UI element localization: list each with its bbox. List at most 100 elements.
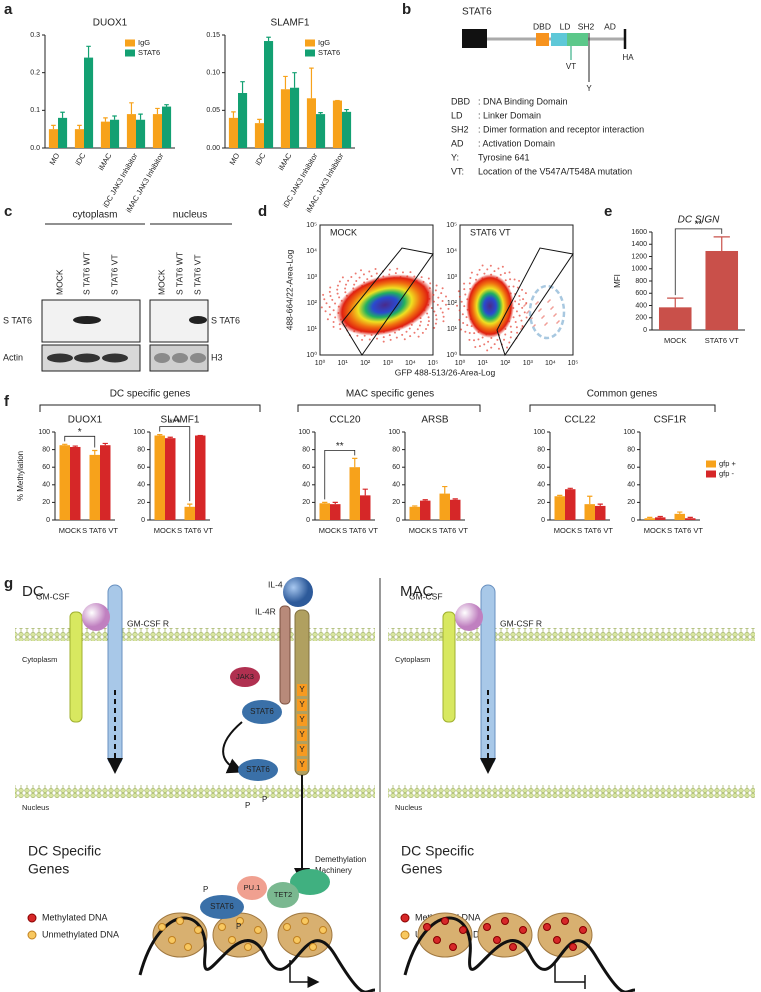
bar [136,119,146,148]
significance-bracket [64,435,96,448]
error-bar [129,102,134,115]
legend-unmethylated [400,930,410,940]
flow-event [525,303,527,305]
bar [280,89,290,148]
flow-event [408,327,411,330]
flow-event [336,288,339,291]
flow-event [344,287,347,290]
flow-event [551,307,553,309]
tyrosine-box [297,684,307,696]
panel-title: MAC [400,583,434,600]
error-bar [309,67,314,99]
error-bar [62,443,68,446]
error-bar [112,115,117,120]
blot-group: cytoplasm [72,210,117,221]
y-tick-label: 0.00 [206,145,220,152]
chart-title: DUOX1 [93,18,128,29]
flow-event [328,290,331,293]
legend-label: IgG [318,38,330,47]
flow-event [463,288,466,291]
flow-event [334,316,337,319]
bar [409,506,420,520]
y-axis-label: % Methylation [16,451,25,501]
y-tick-label: 0.05 [206,107,220,114]
group-bracket [297,404,481,412]
y-tick-label: 0.1 [30,107,40,114]
x-tick-label: 10⁰ [315,359,326,367]
jak3 [230,667,260,687]
flow-event [550,308,552,310]
error-bar [597,503,603,506]
y-tick-label: 100 [133,429,145,436]
flow-event [518,279,521,282]
error-bar [164,104,169,107]
bar [595,505,606,520]
methylated-cpg [501,917,509,925]
bar [154,435,165,520]
flow-event [460,300,463,303]
flow-event [536,302,538,304]
x-tick-label: 10¹ [338,360,349,367]
flow-event [341,276,344,279]
y-tick-label: 20 [627,499,635,506]
x-tick-label: S TAT6 VT [667,526,703,535]
genes-title: DC Specific [28,843,101,859]
error-bar [452,498,458,500]
unmethylated-cpg [176,917,184,925]
flow-event [409,271,412,274]
flow-event [521,288,524,291]
error-bar [231,111,236,118]
flow-event [504,333,507,336]
chart-title: SLAMF1 [161,415,200,426]
tyrosine-box [297,744,307,756]
chart-title: DUOX1 [68,415,103,426]
bar [644,518,655,520]
error-bar [266,36,271,42]
flow-event [493,343,496,346]
flow-event [509,278,512,281]
x-tick-label: S TAT6 VT [177,526,213,535]
flow-event [375,272,378,275]
y-tick-label: 10⁵ [306,222,317,229]
flow-event [358,276,361,279]
error-bar [187,503,193,507]
chart-title: ARSB [421,415,449,426]
x-tick-label: MOCK [409,526,432,535]
bar [342,111,352,148]
error-bar [667,297,684,308]
y-tick-label: 0.3 [30,32,40,39]
flow-event [413,331,416,334]
error-bar [587,495,593,505]
x-tick-label: iDC [253,151,267,167]
error-bar [283,75,288,90]
flow-event [501,265,504,268]
gm-csf [455,603,483,631]
x-tick-label: MOCK [59,526,82,535]
complex-label: Machinery [315,866,352,875]
nuclear-membrane [388,785,755,798]
y-tick-label: 0 [141,517,145,524]
flow-event [376,337,379,340]
flow-event [512,316,515,319]
domain-label: DBD [533,21,551,31]
y-tick-label: 10⁰ [446,351,457,359]
y-tick-label: 60 [42,464,50,471]
bar [450,499,461,520]
stat6-dimer [238,759,278,781]
flow-event [497,347,500,350]
chart-title: CCL22 [564,415,596,426]
x-tick-label: MO [228,151,242,166]
x-tick-label: MOCK [664,336,687,345]
y-tick-label: 40 [392,482,400,489]
y-tick-label: 60 [137,464,145,471]
significance-bracket [159,426,191,502]
flow-event [458,318,461,321]
flow-event [461,313,464,316]
methylated-cpg [553,936,561,944]
x-tick-label: 10² [500,360,511,367]
y-tick-label: 10⁰ [306,351,317,359]
y-tick-label: 1400 [631,241,647,248]
y-tick-label: 80 [627,446,635,453]
flow-event [445,295,448,298]
flow-event [522,298,525,301]
